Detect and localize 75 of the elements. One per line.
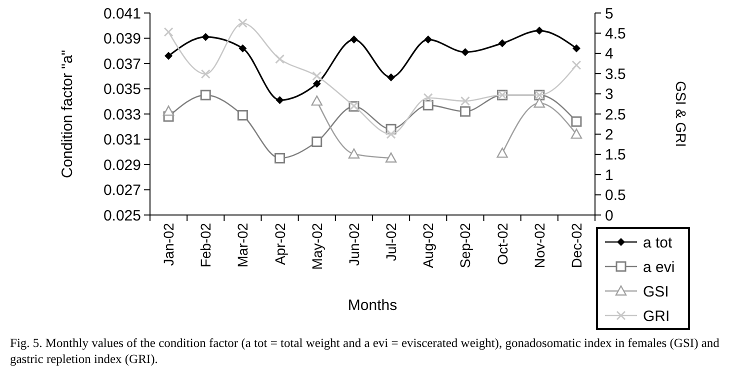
x-tick-label: Jul-02 (383, 222, 400, 262)
point (312, 80, 321, 88)
point (348, 148, 360, 159)
x-tick-label: Aug-02 (420, 222, 436, 268)
point (164, 27, 174, 37)
point (164, 52, 173, 60)
y2-tick-label: 1.5 (605, 146, 626, 164)
y-tick-label: 0.037 (103, 56, 141, 73)
y2-tick-label: 0 (605, 207, 614, 224)
point (274, 152, 286, 164)
y-tick-label: 0.039 (103, 30, 141, 48)
point (460, 96, 470, 106)
point (571, 116, 582, 127)
y-tick-label: 0.031 (103, 132, 141, 148)
y2-tick-label: 1 (605, 166, 614, 184)
legend-label: a evi (643, 258, 675, 276)
y2-tick-label: 4.5 (605, 25, 626, 42)
caption: Fig. 5. Monthly values of the condition factor (a tot = total weight and a evi = eviscerated weight), gonadosomatic index in females (GSI) and gastric repletion index (GRI). (10, 335, 720, 367)
y-tick-label: 0.041 (103, 5, 141, 22)
point (350, 36, 358, 44)
y-tick-label: 0.027 (103, 182, 141, 199)
y2-tick-label: 3.5 (605, 66, 626, 83)
y-tick-label: 0.029 (103, 156, 141, 174)
point (311, 95, 322, 106)
y2-tick-label: 4 (605, 46, 614, 63)
point (534, 97, 545, 108)
legend-label: a tot (643, 234, 674, 252)
point (572, 60, 582, 70)
y-tick-label: 0.035 (103, 81, 141, 98)
legend-label: GRI (643, 308, 670, 325)
x-tick-label: Sep-02 (457, 222, 474, 268)
point (423, 93, 433, 103)
point (238, 44, 247, 52)
point (312, 71, 322, 81)
point (422, 100, 434, 110)
point (385, 152, 397, 163)
point (386, 129, 396, 139)
point (200, 90, 211, 100)
y2-tick-label: 3 (605, 86, 614, 104)
x-tick-label: Jun-02 (346, 222, 362, 266)
x-axis-title: Months (348, 297, 398, 314)
point (237, 110, 248, 121)
y-tick-label: 0.025 (103, 207, 141, 224)
point (572, 44, 580, 52)
x-tick-label: Apr-02 (272, 222, 288, 266)
x-tick-label: Oct-02 (494, 222, 510, 266)
point (461, 48, 470, 56)
point (275, 54, 285, 64)
point (535, 26, 544, 35)
y-tick-label: 0.033 (103, 106, 141, 124)
y2-tick-label: 2 (605, 126, 614, 144)
point (276, 96, 284, 104)
point (498, 39, 506, 48)
y-axis-title: Condition factor "a" (59, 50, 76, 178)
point (202, 32, 210, 41)
y2-tick-label: 2.5 (605, 106, 626, 124)
point (238, 18, 248, 28)
x-tick-label: Dec-02 (568, 222, 584, 268)
x-tick-label: Jan-02 (160, 222, 177, 266)
point (312, 136, 322, 148)
y2-tick-label: 5 (605, 5, 614, 22)
point (424, 36, 432, 44)
point (496, 148, 508, 158)
y2-axis-title: GSI & GRI (673, 80, 689, 148)
legend-label: GSI (643, 283, 669, 300)
point (387, 73, 396, 82)
point (162, 106, 174, 116)
x-tick-label: May-02 (308, 222, 325, 270)
x-tick-label: Mar-02 (234, 222, 251, 268)
x-tick-label: Nov-02 (531, 222, 548, 268)
point (200, 69, 210, 79)
y2-tick-label: 0.5 (605, 187, 626, 204)
x-tick-label: Feb-02 (198, 222, 214, 268)
point (570, 128, 582, 139)
point (460, 106, 470, 117)
